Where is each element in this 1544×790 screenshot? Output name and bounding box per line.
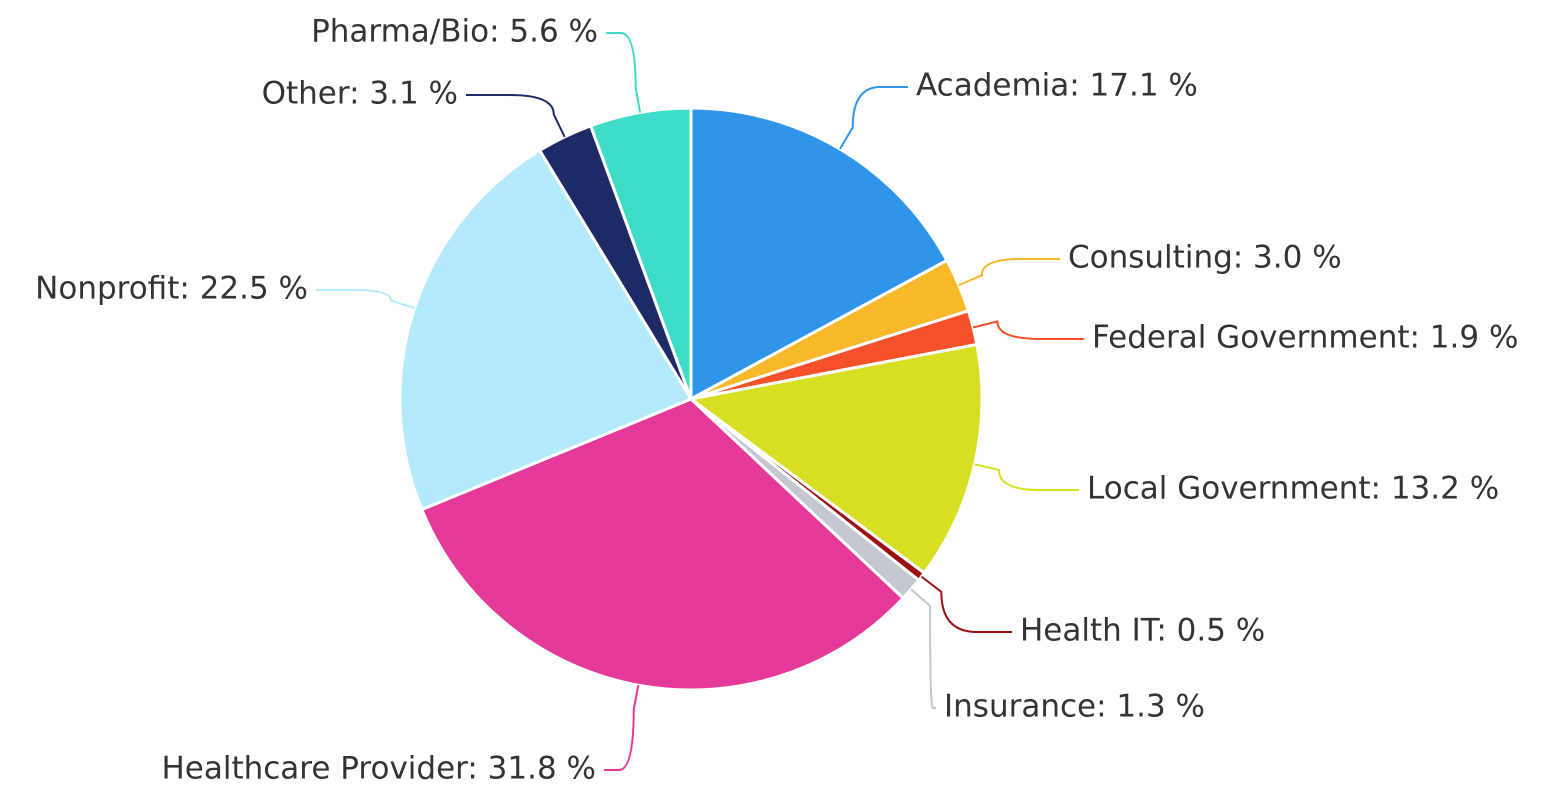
leader-line bbox=[972, 320, 1084, 340]
leader-line bbox=[466, 94, 566, 138]
leader-line bbox=[958, 258, 1060, 287]
pie-slice bbox=[689, 106, 949, 402]
data-label: Healthcare Provider: 31.8 % bbox=[161, 751, 596, 787]
data-label: Consulting: 3.0 % bbox=[1068, 240, 1342, 276]
data-label: Federal Government: 1.9 % bbox=[1092, 320, 1518, 356]
data-label: Nonprofit: 22.5 % bbox=[35, 271, 308, 307]
data-label: Pharma/Bio: 5.6 % bbox=[311, 14, 598, 50]
leader-line bbox=[920, 575, 1012, 633]
data-label: Local Government: 13.2 % bbox=[1087, 471, 1499, 507]
data-label: Academia: 17.1 % bbox=[916, 68, 1198, 104]
data-label: Other: 3.1 % bbox=[262, 76, 458, 112]
leader-line bbox=[604, 685, 640, 771]
leader-line bbox=[316, 289, 415, 310]
leader-line bbox=[974, 463, 1079, 491]
pie-slice bbox=[398, 148, 694, 512]
data-label: Insurance: 1.3 % bbox=[944, 689, 1205, 725]
leader-line bbox=[910, 588, 936, 709]
leader-line bbox=[606, 32, 642, 113]
pie-slice bbox=[419, 397, 906, 692]
leader-line bbox=[839, 86, 908, 150]
data-label: Health IT: 0.5 % bbox=[1020, 613, 1265, 649]
pie-slice bbox=[687, 342, 984, 576]
